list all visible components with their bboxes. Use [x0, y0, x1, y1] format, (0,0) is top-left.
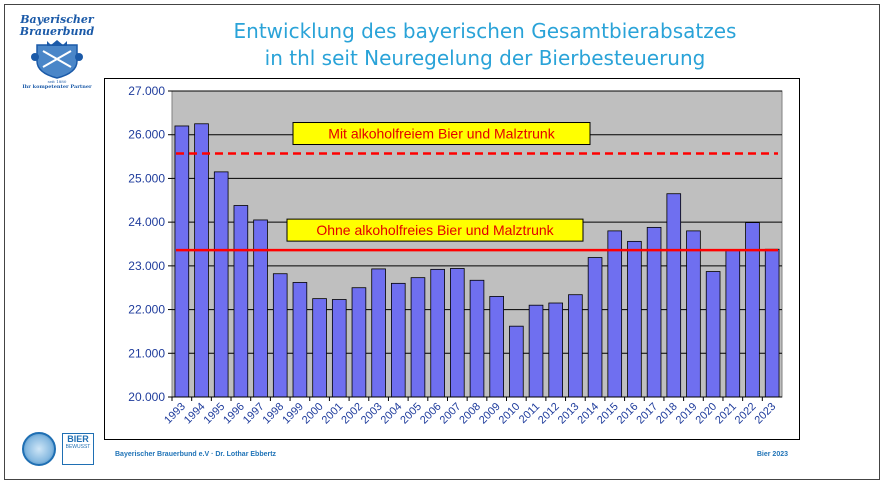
logo-tagline: Ihr kompetenter Partner [22, 84, 92, 90]
bar-2008 [469, 279, 485, 398]
badge-bier-text: BIER [67, 434, 89, 444]
y-tick-label: 26.000 [128, 128, 165, 142]
chart-area: 20.000 21.000 22.000 23.000 24.000 25.000 26.0… [104, 78, 800, 440]
bar-2002 [351, 287, 367, 398]
bar-2000 [312, 298, 327, 398]
y-tick-label: 21.000 [128, 346, 165, 360]
bar-1994 [194, 123, 209, 398]
beer-sales-bar-chart: 20.000 21.000 22.000 23.000 24.000 25.000 26.0… [104, 78, 800, 440]
brauerbund-logo: Bayerischer Brauerbund seit 1880 Ihr kom… [14, 14, 100, 104]
logo-title-line2: Brauerbund [19, 25, 95, 38]
y-tick-label: 22.000 [128, 303, 165, 317]
bar-1996 [233, 205, 249, 398]
badge-bewusst-text: BEWUSST [65, 444, 91, 450]
seal-badge-icon [22, 432, 56, 466]
bar-1997 [253, 219, 268, 398]
bar-2005 [410, 277, 426, 398]
bar-2012 [548, 302, 563, 398]
bar-1998 [272, 273, 288, 398]
bar-2011 [528, 304, 544, 398]
title-line-2: in thl seit Neuregelung der Bierbesteuer… [264, 46, 706, 70]
slide-title: Entwicklung des bayerischen Gesamtbierab… [170, 18, 800, 72]
bar-2003 [371, 268, 386, 398]
bar-2018 [666, 193, 682, 398]
footer-label: Bier 2023 [756, 451, 788, 458]
bar-2014 [587, 257, 603, 398]
bar-2020 [705, 271, 721, 398]
bar-1993 [174, 125, 190, 398]
bar-2019 [686, 230, 701, 398]
logo-title-line1: Bayerischer [20, 13, 94, 26]
bar-2013 [568, 294, 583, 398]
y-tick-label: 24.000 [128, 215, 165, 229]
y-tick-label: 23.000 [128, 259, 165, 273]
bar-2001 [331, 299, 347, 398]
slide-border [4, 4, 880, 480]
y-tick-label: 27.000 [128, 84, 165, 98]
bier-bewusst-badge: BIER BEWUSST [62, 433, 94, 465]
bar-2016 [627, 240, 642, 398]
y-tick-label: 20.000 [128, 390, 165, 404]
bar-2004 [391, 282, 406, 398]
annotation-with-alcohol-free-box [292, 122, 591, 146]
logo-since: seit 1880 [47, 79, 67, 84]
annotation-with-alcohol-free-label: Mit alkoholfreiem Bier und Malztrunk [328, 126, 555, 142]
bar-2006 [430, 268, 445, 398]
bar-2009 [489, 296, 504, 398]
bar-1999 [292, 282, 308, 398]
coat-of-arms-icon [31, 40, 83, 79]
bar-2015 [607, 230, 623, 398]
bar-1995 [213, 171, 229, 398]
bar-2007 [450, 268, 465, 398]
bar-2021 [725, 250, 741, 398]
bar-2017 [646, 226, 662, 398]
annotation-without-alcohol-free-label: Ohne alkoholfreies Bier und Malztrunk [316, 222, 554, 238]
title-line-1: Entwicklung des bayerischen Gesamtbierab… [233, 19, 737, 43]
annotation-without-alcohol-free-box [286, 218, 584, 242]
bar-2023 [764, 248, 780, 398]
bar-2010 [509, 325, 524, 398]
footer-author: Bayerischer Brauerbund e.V · Dr. Lothar … [115, 451, 277, 458]
y-tick-label: 25.000 [128, 171, 165, 185]
bar-2022 [745, 222, 760, 398]
